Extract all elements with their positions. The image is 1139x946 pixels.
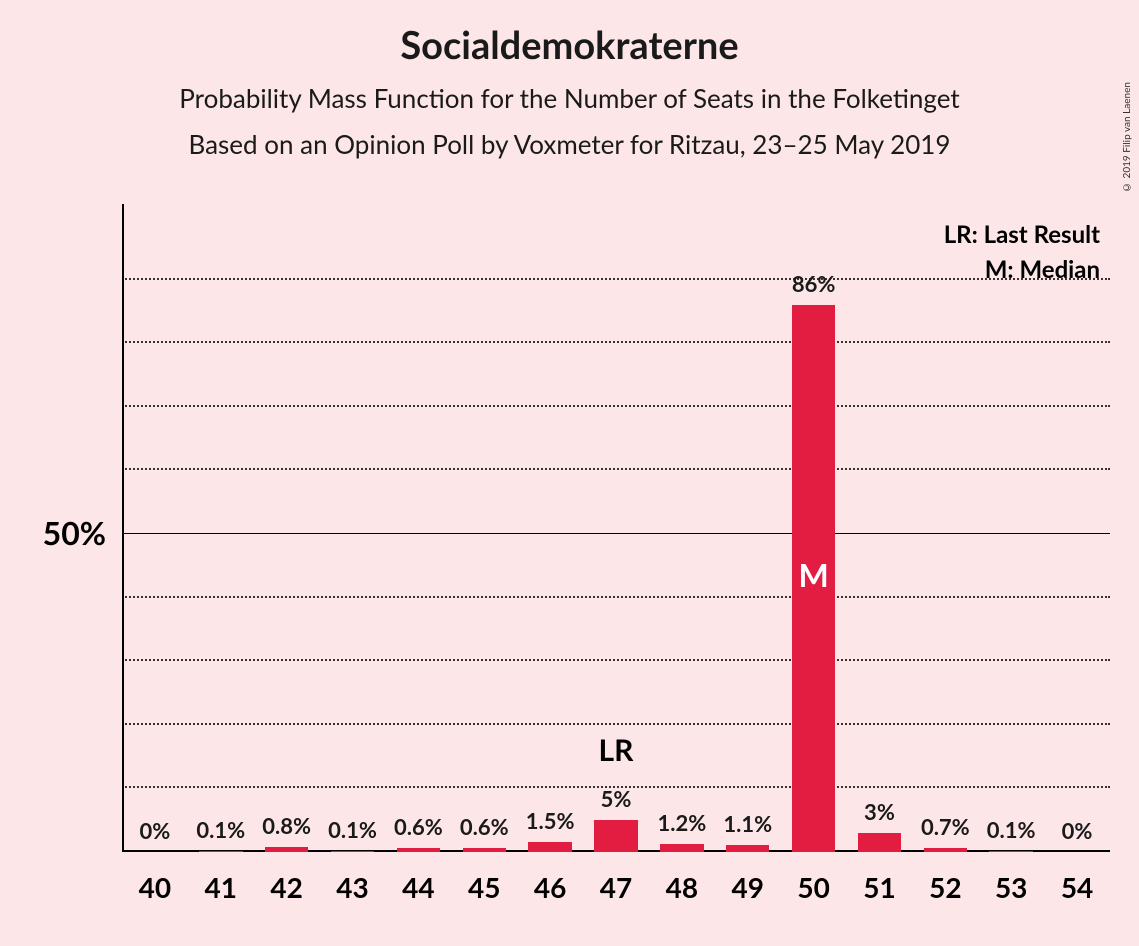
bar-value-label: 86% bbox=[792, 270, 836, 297]
bar-value-label: 1.1% bbox=[723, 810, 772, 837]
x-tick-label: 47 bbox=[600, 870, 632, 904]
grid-minor bbox=[122, 405, 1110, 407]
bar-value-label: 1.5% bbox=[526, 807, 575, 834]
bar bbox=[199, 851, 242, 852]
bar bbox=[989, 851, 1032, 852]
bar-value-label: 5% bbox=[601, 785, 632, 812]
bar bbox=[397, 848, 440, 852]
x-tick-label: 40 bbox=[139, 870, 171, 904]
copyright-text: © 2019 Filip van Laenen bbox=[1121, 82, 1133, 193]
bar-value-label: 0.6% bbox=[460, 813, 509, 840]
bar bbox=[858, 833, 901, 852]
bar-value-label: 0% bbox=[140, 817, 171, 844]
legend-m: M: Median bbox=[944, 255, 1100, 284]
y-axis bbox=[122, 204, 124, 852]
bar bbox=[331, 851, 374, 852]
chart-subtitle-1: Probability Mass Function for the Number… bbox=[0, 82, 1139, 114]
bar-value-label: 0.1% bbox=[328, 816, 377, 843]
x-tick-label: 50 bbox=[797, 870, 829, 904]
median-marker: M bbox=[798, 555, 828, 594]
bar bbox=[528, 842, 571, 852]
bar-value-label: 0% bbox=[1062, 817, 1093, 844]
bar-value-label: 0.8% bbox=[262, 812, 311, 839]
x-tick-label: 49 bbox=[731, 870, 763, 904]
plot-area: 0%400.1%410.8%420.1%430.6%440.6%451.5%46… bbox=[122, 216, 1110, 852]
bar bbox=[726, 845, 769, 852]
grid-major bbox=[122, 533, 1110, 534]
x-tick-label: 45 bbox=[468, 870, 500, 904]
grid-minor bbox=[122, 723, 1110, 725]
bar bbox=[660, 844, 703, 852]
grid-minor bbox=[122, 468, 1110, 470]
grid-minor bbox=[122, 341, 1110, 343]
chart-legend: LR: Last Result M: Median bbox=[944, 220, 1100, 284]
grid-minor bbox=[122, 659, 1110, 661]
x-tick-label: 44 bbox=[402, 870, 434, 904]
bar bbox=[463, 848, 506, 852]
x-tick-label: 43 bbox=[336, 870, 368, 904]
bar-value-label: 3% bbox=[864, 798, 895, 825]
bar-value-label: 0.1% bbox=[987, 816, 1036, 843]
x-tick-label: 46 bbox=[534, 870, 566, 904]
bar-value-label: 1.2% bbox=[657, 809, 706, 836]
x-tick-label: 42 bbox=[270, 870, 302, 904]
x-tick-label: 54 bbox=[1061, 870, 1093, 904]
x-tick-label: 51 bbox=[863, 870, 895, 904]
bar-value-label: 0.6% bbox=[394, 813, 443, 840]
bar bbox=[265, 847, 308, 852]
x-tick-label: 52 bbox=[929, 870, 961, 904]
bar-value-label: 0.7% bbox=[921, 813, 970, 840]
grid-minor bbox=[122, 596, 1110, 598]
chart-title: Socialdemokraterne bbox=[0, 22, 1139, 68]
chart-subtitle-2: Based on an Opinion Poll by Voxmeter for… bbox=[0, 128, 1139, 160]
x-tick-label: 41 bbox=[205, 870, 237, 904]
y-axis-label: 50% bbox=[43, 513, 106, 552]
bar-value-label: 0.1% bbox=[196, 816, 245, 843]
lr-marker: LR bbox=[599, 732, 634, 768]
x-tick-label: 53 bbox=[995, 870, 1027, 904]
chart-area: 0%400.1%410.8%420.1%430.6%440.6%451.5%46… bbox=[122, 216, 1110, 852]
bar bbox=[594, 820, 637, 852]
bar bbox=[924, 848, 967, 852]
legend-lr: LR: Last Result bbox=[944, 220, 1100, 249]
x-tick-label: 48 bbox=[666, 870, 698, 904]
